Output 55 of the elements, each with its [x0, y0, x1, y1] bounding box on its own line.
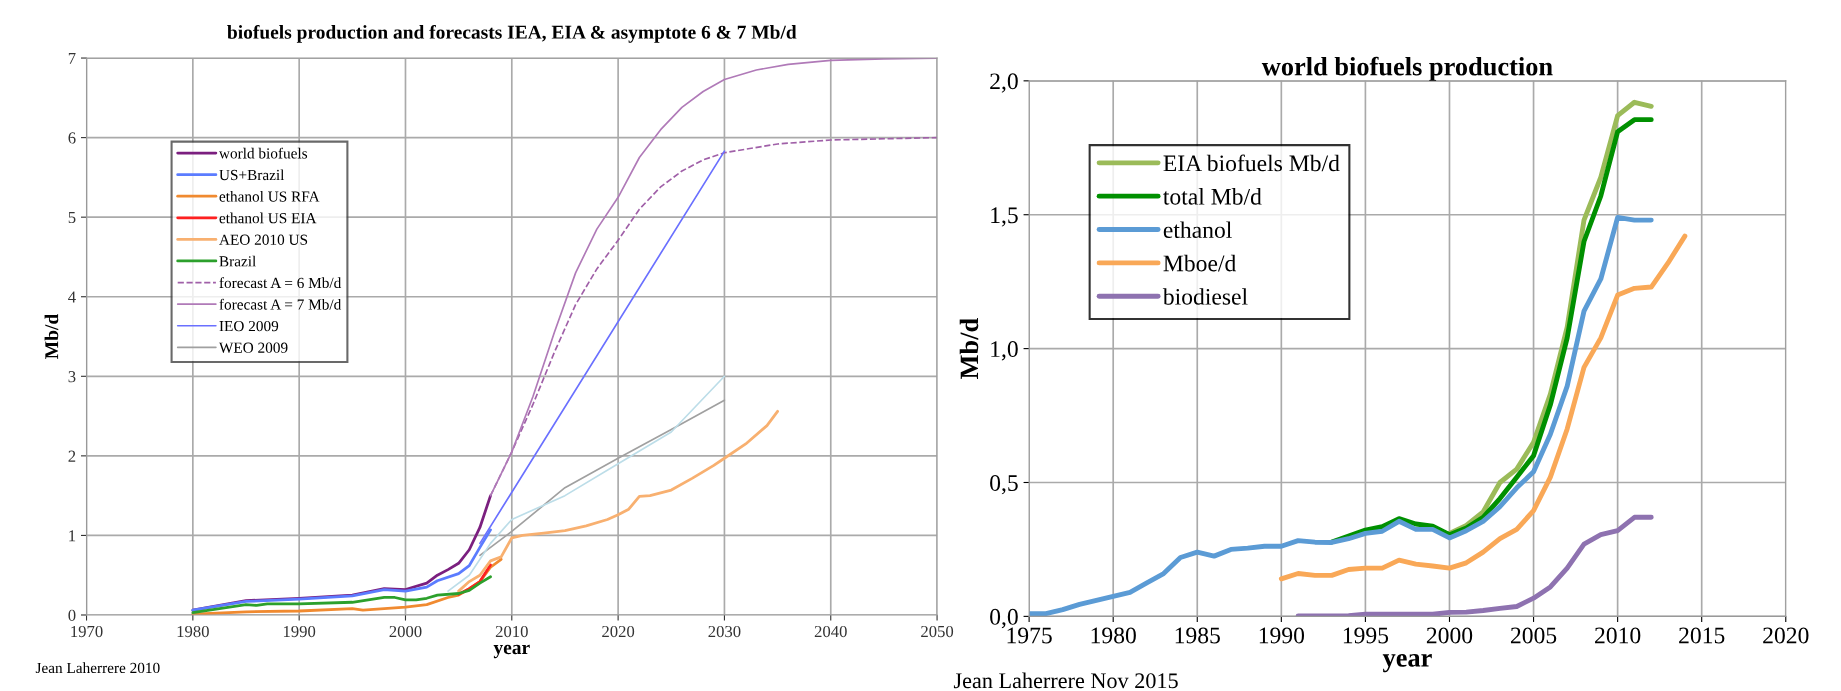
legend-label: Mboe/d	[1163, 254, 1237, 272]
legend-label: WEO 2009	[218, 342, 288, 353]
legend-label: forecast A = 7 Mb/d	[219, 298, 342, 310]
y-tick-label: 1,0	[991, 341, 1018, 361]
y-tick-label: 2,0	[990, 73, 1018, 93]
legend-label: ethanol US RFA	[219, 190, 320, 202]
x-tick-label: 2000	[389, 625, 422, 638]
x-tick-label: 2000	[1426, 627, 1473, 644]
y-tick-label: 1,5	[991, 207, 1018, 227]
x-tick-label: 2010	[495, 625, 528, 638]
y-tick-label: 0	[68, 609, 76, 621]
x-tick-label: 1990	[283, 625, 316, 638]
y-tick-label: 3	[68, 371, 76, 383]
x-tick-label: 2020	[1763, 627, 1809, 644]
legend-label: US+Brazil	[219, 169, 285, 181]
legend-label: world biofuels	[218, 147, 308, 159]
y-axis-title: Mb/d	[959, 318, 979, 379]
y-tick-label: 5	[68, 212, 76, 224]
legend-label: total Mb/d	[1163, 188, 1262, 205]
legend-label: ethanol US EIA	[219, 212, 317, 224]
x-tick-label: 2015	[1679, 627, 1725, 644]
x-tick-label: 2005	[1510, 627, 1557, 644]
x-tick-label: 2050	[921, 625, 954, 638]
y-tick-label: 7	[68, 52, 76, 64]
text: Jean Laherrere 2010	[35, 662, 160, 674]
x-tick-label: 1995	[1343, 627, 1389, 644]
x-tick-label: 2010	[1595, 627, 1641, 644]
x-tick-label: 1975	[1007, 627, 1052, 644]
legend-label: biodiesel	[1162, 288, 1248, 305]
y-axis-title: Mb/d	[44, 314, 59, 359]
legend-label: IEO 2009	[219, 320, 279, 332]
x-tick-label: 2030	[708, 625, 741, 638]
x-axis-title: year	[1382, 653, 1432, 673]
y-tick-label: 1	[69, 530, 76, 542]
y-tick-label: 2	[68, 450, 76, 462]
y-tick-label: 6	[68, 132, 76, 144]
chart-title: biofuels production and forecasts IEA, EIA & asymptote 6 & 7 Mb/d	[227, 24, 797, 43]
legend-label: EIA biofuels Mb/d	[1163, 154, 1340, 172]
x-tick-label: 1980	[177, 625, 209, 638]
x-tick-label: 2020	[602, 625, 635, 638]
x-axis-title: year	[493, 644, 530, 659]
x-tick-label: 1980	[1091, 627, 1136, 644]
y-tick-label: 0,0	[990, 608, 1018, 629]
legend-label: forecast A = 6 Mb/d	[219, 277, 342, 289]
y-tick-label: 0,5	[990, 474, 1018, 495]
legend-label: ethanol	[1163, 221, 1232, 239]
legend-label: AEO 2010 US	[219, 234, 308, 245]
text: Jean Laherrere Nov 2015	[953, 672, 1178, 689]
x-tick-label: 2040	[814, 625, 847, 638]
x-tick-label: 1990	[1259, 627, 1305, 644]
y-tick-label: 4	[68, 291, 76, 303]
x-tick-label: 1970	[71, 625, 103, 638]
x-tick-label: 1985	[1175, 627, 1220, 644]
legend-label: Brazil	[219, 255, 256, 267]
chart-title: world biofuels production	[1261, 56, 1553, 81]
